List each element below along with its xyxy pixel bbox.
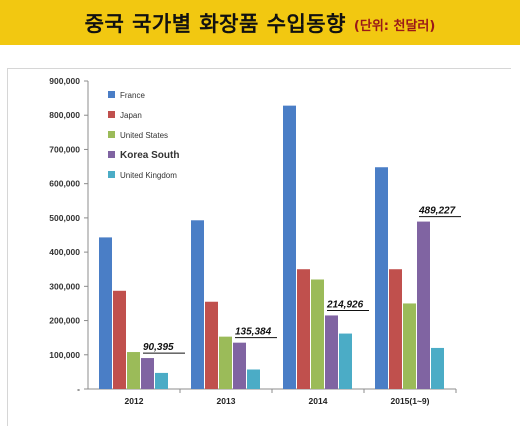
bar-france: [191, 220, 204, 389]
x-tick-label: 2014: [309, 396, 328, 406]
bar-united-kingdom: [431, 347, 444, 389]
bar-united-kingdom: [155, 372, 168, 389]
bar-japan: [297, 269, 310, 389]
bar-united-states: [127, 352, 140, 389]
bar-france: [375, 167, 388, 389]
y-tick-label: 800,000: [49, 110, 80, 120]
legend-label: United States: [120, 131, 168, 140]
data-label: 90,395: [143, 342, 174, 353]
bar-korea-south: [325, 315, 338, 389]
x-tick-label: 2012: [125, 396, 144, 406]
title-banner: 중국 국가별 화장품 수입동향 (단위: 천달러): [0, 0, 520, 45]
y-tick-label: 700,000: [49, 144, 80, 154]
bar-united-states: [403, 303, 416, 389]
bar-japan: [113, 290, 126, 389]
bar-united-kingdom: [247, 369, 260, 389]
y-tick-label: 400,000: [49, 247, 80, 257]
legend-label: Japan: [120, 111, 142, 120]
x-tick-label: 2013: [217, 396, 236, 406]
legend-swatch: [108, 151, 115, 158]
y-tick-label: 200,000: [49, 316, 80, 326]
bar-japan: [205, 301, 218, 389]
legend-label: Korea South: [120, 150, 179, 161]
bar-france: [99, 237, 112, 389]
bar-korea-south: [233, 342, 246, 389]
y-tick-label: -: [77, 384, 80, 394]
x-tick-label: 2015(1~9): [391, 396, 430, 406]
legend-swatch: [108, 111, 115, 118]
legend-label: United Kingdom: [120, 171, 177, 180]
legend-swatch: [108, 171, 115, 178]
data-label: 214,926: [326, 299, 364, 310]
legend-swatch: [108, 91, 115, 98]
chart-frame: - 100,000 200,000 300,000 400,000 500,000 600,…: [7, 68, 511, 426]
page-title: 중국 국가별 화장품 수입동향: [84, 11, 346, 36]
y-tick-label: 100,000: [49, 350, 80, 360]
bar-korea-south: [417, 221, 430, 389]
y-tick-label: 500,000: [49, 213, 80, 223]
data-label: 135,384: [235, 327, 272, 338]
bar-united-states: [311, 279, 324, 389]
data-label: 489,227: [418, 206, 456, 217]
unit-label: (단위: 천달러): [353, 19, 436, 34]
bar-chart: - 100,000 200,000 300,000 400,000 500,000 600,…: [49, 76, 461, 406]
y-tick-label: 300,000: [49, 281, 80, 291]
bar-korea-south: [141, 358, 154, 389]
legend-swatch: [108, 131, 115, 138]
bar-united-states: [219, 336, 232, 389]
bar-united-kingdom: [339, 333, 352, 389]
y-tick-label: 900,000: [49, 76, 80, 86]
legend-label: France: [120, 91, 145, 100]
y-tick-label: 600,000: [49, 179, 80, 189]
bar-france: [283, 105, 296, 389]
bar-japan: [389, 269, 402, 389]
